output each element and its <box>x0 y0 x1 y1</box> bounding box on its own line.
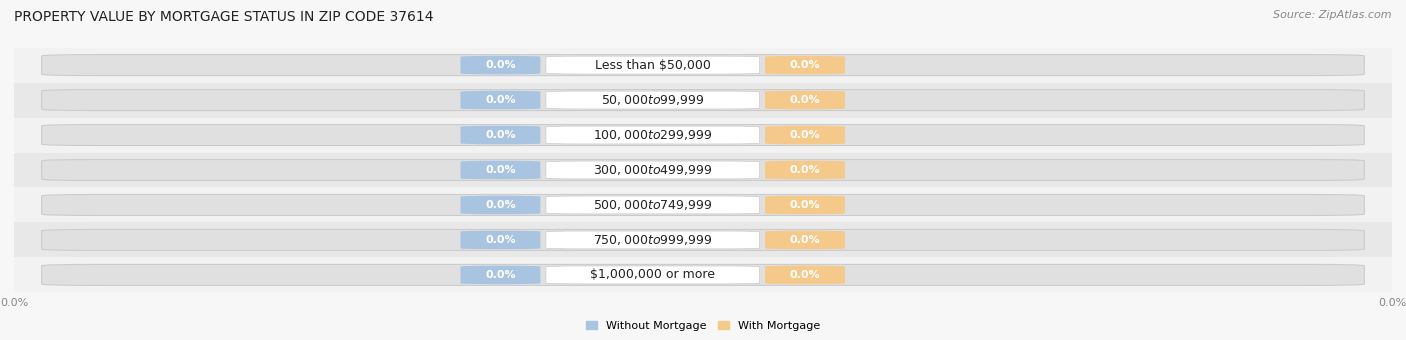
FancyBboxPatch shape <box>546 126 759 144</box>
FancyBboxPatch shape <box>546 91 759 109</box>
Text: Less than $50,000: Less than $50,000 <box>595 58 710 72</box>
Text: 0.0%: 0.0% <box>485 200 516 210</box>
FancyBboxPatch shape <box>765 126 845 144</box>
Text: 0.0%: 0.0% <box>790 95 820 105</box>
FancyBboxPatch shape <box>42 55 1364 75</box>
FancyBboxPatch shape <box>546 161 759 179</box>
Bar <box>14 153 1392 187</box>
Bar <box>14 83 1392 118</box>
FancyBboxPatch shape <box>42 89 1364 110</box>
Bar <box>14 257 1392 292</box>
FancyBboxPatch shape <box>461 56 540 74</box>
FancyBboxPatch shape <box>765 56 845 74</box>
Text: $100,000 to $299,999: $100,000 to $299,999 <box>593 128 713 142</box>
FancyBboxPatch shape <box>461 196 540 214</box>
FancyBboxPatch shape <box>42 159 1364 181</box>
Text: $300,000 to $499,999: $300,000 to $499,999 <box>593 163 713 177</box>
FancyBboxPatch shape <box>765 91 845 109</box>
FancyBboxPatch shape <box>546 231 759 249</box>
Text: 0.0%: 0.0% <box>790 130 820 140</box>
Bar <box>14 118 1392 153</box>
FancyBboxPatch shape <box>461 91 540 109</box>
Text: PROPERTY VALUE BY MORTGAGE STATUS IN ZIP CODE 37614: PROPERTY VALUE BY MORTGAGE STATUS IN ZIP… <box>14 10 433 24</box>
Text: 0.0%: 0.0% <box>790 235 820 245</box>
Text: 0.0%: 0.0% <box>790 270 820 280</box>
Text: Source: ZipAtlas.com: Source: ZipAtlas.com <box>1274 10 1392 20</box>
Bar <box>14 222 1392 257</box>
FancyBboxPatch shape <box>42 265 1364 285</box>
FancyBboxPatch shape <box>546 196 759 214</box>
FancyBboxPatch shape <box>765 196 845 214</box>
FancyBboxPatch shape <box>42 194 1364 216</box>
Text: 0.0%: 0.0% <box>790 165 820 175</box>
Text: 0.0%: 0.0% <box>485 165 516 175</box>
Text: $750,000 to $999,999: $750,000 to $999,999 <box>593 233 713 247</box>
Text: 0.0%: 0.0% <box>485 95 516 105</box>
Bar <box>14 48 1392 83</box>
Text: 0.0%: 0.0% <box>485 235 516 245</box>
FancyBboxPatch shape <box>765 231 845 249</box>
FancyBboxPatch shape <box>546 266 759 284</box>
FancyBboxPatch shape <box>461 231 540 249</box>
FancyBboxPatch shape <box>765 266 845 284</box>
FancyBboxPatch shape <box>765 161 845 179</box>
FancyBboxPatch shape <box>546 56 759 74</box>
Text: 0.0%: 0.0% <box>790 200 820 210</box>
FancyBboxPatch shape <box>461 266 540 284</box>
Text: 0.0%: 0.0% <box>485 130 516 140</box>
Text: $500,000 to $749,999: $500,000 to $749,999 <box>593 198 713 212</box>
Bar <box>14 187 1392 222</box>
Legend: Without Mortgage, With Mortgage: Without Mortgage, With Mortgage <box>586 321 820 331</box>
Text: 0.0%: 0.0% <box>485 60 516 70</box>
FancyBboxPatch shape <box>461 161 540 179</box>
FancyBboxPatch shape <box>42 124 1364 146</box>
Text: 0.0%: 0.0% <box>485 270 516 280</box>
Text: $1,000,000 or more: $1,000,000 or more <box>591 268 716 282</box>
FancyBboxPatch shape <box>461 126 540 144</box>
FancyBboxPatch shape <box>42 230 1364 251</box>
Text: 0.0%: 0.0% <box>790 60 820 70</box>
Text: $50,000 to $99,999: $50,000 to $99,999 <box>600 93 704 107</box>
